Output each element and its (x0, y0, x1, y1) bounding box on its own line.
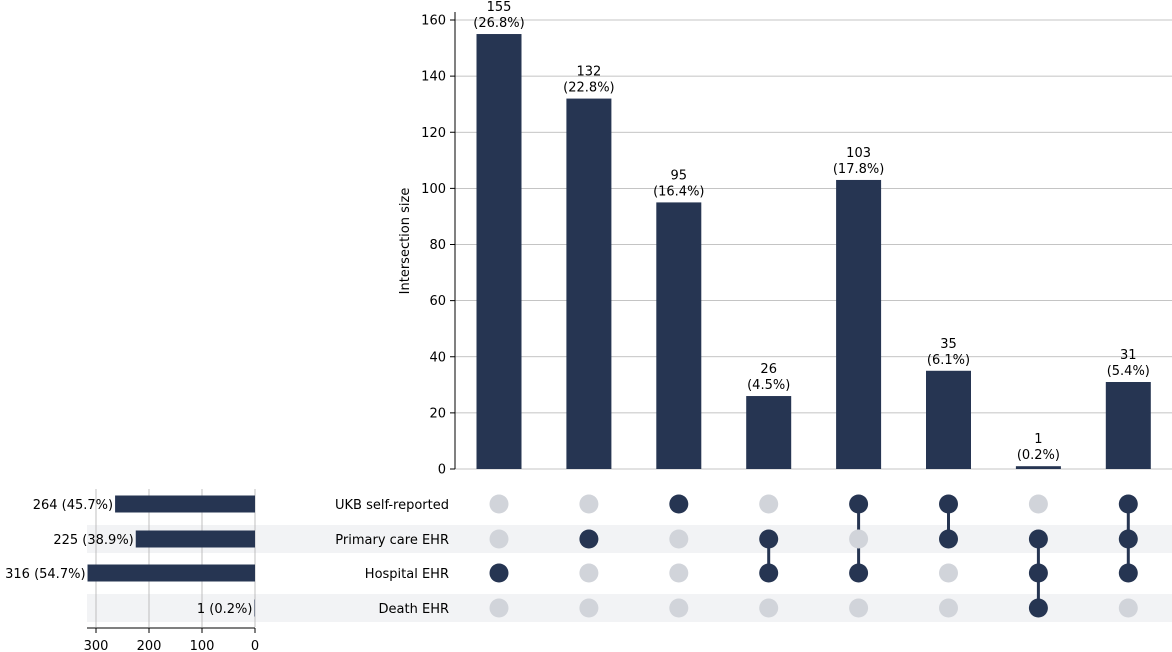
matrix-dot-active (1118, 563, 1138, 583)
bar-percent-label: (17.8%) (833, 162, 884, 177)
matrix-dot-inactive (489, 494, 509, 514)
matrix-dot-active (759, 529, 779, 549)
matrix-dot-active (1028, 563, 1048, 583)
bar-value-label: 35 (940, 337, 957, 352)
matrix-dot-active (669, 494, 689, 514)
bar-percent-label: (4.5%) (747, 378, 790, 393)
matrix-dot-inactive (669, 563, 689, 583)
bar-percent-label: (5.4%) (1107, 364, 1150, 379)
matrix-dot-active (759, 563, 779, 583)
set-size-bar (87, 564, 256, 582)
matrix-dot-inactive (669, 529, 689, 549)
bar-value-label: 103 (846, 146, 871, 161)
set-size-label: 1 (0.2%) (197, 602, 253, 617)
bar-value-label: 95 (671, 168, 688, 183)
set-name: Primary care EHR (335, 533, 449, 548)
matrix-dot-inactive (579, 563, 599, 583)
set-name: UKB self-reported (335, 498, 449, 513)
set-size-labels: 264 (45.7%) 225 (38.9%) 316 (54.7%) 1 (0.2%… (5, 498, 252, 617)
matrix-dot-inactive (939, 598, 958, 618)
set-size-label: 316 (54.7%) (5, 567, 85, 582)
set-axis-tick-label: 300 (84, 639, 109, 652)
set-axis-tick-label: 200 (137, 639, 162, 652)
bar-value-label: 132 (576, 65, 601, 80)
matrix-dot-inactive (1118, 598, 1138, 618)
set-name: Hospital EHR (365, 567, 449, 582)
matrix-dot-inactive (939, 563, 958, 583)
matrix-dot-active (1028, 529, 1048, 549)
matrix-dot-inactive (1028, 494, 1048, 514)
set-name: Death EHR (379, 602, 449, 617)
set-size-bar (254, 599, 255, 617)
y-axis-label: Intersection size (398, 188, 413, 295)
bar-percent-label: (0.2%) (1017, 448, 1060, 463)
matrix-dot-inactive (759, 598, 779, 618)
matrix-dot-inactive (579, 598, 599, 618)
set-axis-tick-label: 100 (190, 639, 215, 652)
intersection-bar (1105, 382, 1151, 469)
bar-value-label: 155 (487, 0, 512, 15)
bar-percent-label: (6.1%) (927, 353, 970, 368)
matrix-dot-inactive (849, 529, 869, 549)
matrix-dot-active (1028, 598, 1048, 618)
matrix-dot-inactive (669, 598, 689, 618)
bar-value-label: 26 (760, 362, 777, 377)
intersection-bar (656, 202, 702, 469)
matrix-row-bands (87, 525, 1172, 622)
set-size-axis: 300 200 100 0 (84, 627, 259, 652)
bar-percent-label: (26.8%) (473, 16, 524, 31)
matrix-dot-active (849, 563, 869, 583)
intersection-bar (746, 396, 792, 469)
set-size-label: 264 (45.7%) (33, 498, 113, 513)
bar-value-label: 31 (1120, 348, 1137, 363)
intersection-bar (836, 179, 882, 470)
row-band (87, 594, 1172, 622)
set-size-label: 225 (38.9%) (53, 533, 133, 548)
intersection-bar (1015, 466, 1061, 469)
matrix-dot-inactive (849, 598, 869, 618)
bar-percent-label: (16.4%) (653, 184, 704, 199)
matrix-dot-active (1118, 494, 1138, 514)
y-tick-label: 100 (421, 182, 446, 197)
intersection-bar (926, 370, 971, 469)
matrix-dot-inactive (489, 598, 509, 618)
matrix-dot-active (939, 529, 958, 549)
intersection-bars (476, 34, 1151, 470)
matrix-dot-inactive (489, 529, 509, 549)
set-size-bar (135, 530, 255, 548)
set-names: UKB self-reported Primary care EHR Hospita… (335, 498, 449, 617)
matrix-dot-inactive (579, 494, 599, 514)
matrix-dot-active (489, 563, 509, 583)
bar-value-label: 1 (1034, 432, 1042, 447)
matrix-dot-active (939, 494, 958, 514)
matrix-dot-active (1118, 529, 1138, 549)
bar-percent-label: (22.8%) (563, 81, 614, 96)
y-tick-label: 160 (421, 14, 446, 29)
y-tick-label: 0 (438, 463, 446, 478)
intersection-labels: 155(26.8%) 132(22.8%) 95(16.4%) 26(4.5%) 103… (473, 0, 1150, 463)
y-tick-label: 60 (429, 294, 446, 309)
y-tick-label: 20 (429, 406, 446, 421)
set-axis-tick-label: 0 (251, 639, 259, 652)
membership-matrix (489, 494, 1138, 618)
matrix-dot-inactive (759, 494, 779, 514)
y-tick-label: 120 (421, 126, 446, 141)
y-axis: 0 20 40 60 80 100 120 140 160 (421, 12, 456, 478)
y-tick-label: 80 (429, 238, 446, 253)
intersection-bar (566, 98, 612, 469)
y-tick-label: 140 (421, 70, 446, 85)
matrix-dot-active (849, 494, 869, 514)
intersection-bar (476, 34, 522, 469)
set-size-bars (87, 495, 256, 617)
y-tick-label: 40 (429, 350, 446, 365)
row-band (87, 525, 1172, 553)
set-size-bar (115, 495, 255, 513)
matrix-dot-active (579, 529, 599, 549)
